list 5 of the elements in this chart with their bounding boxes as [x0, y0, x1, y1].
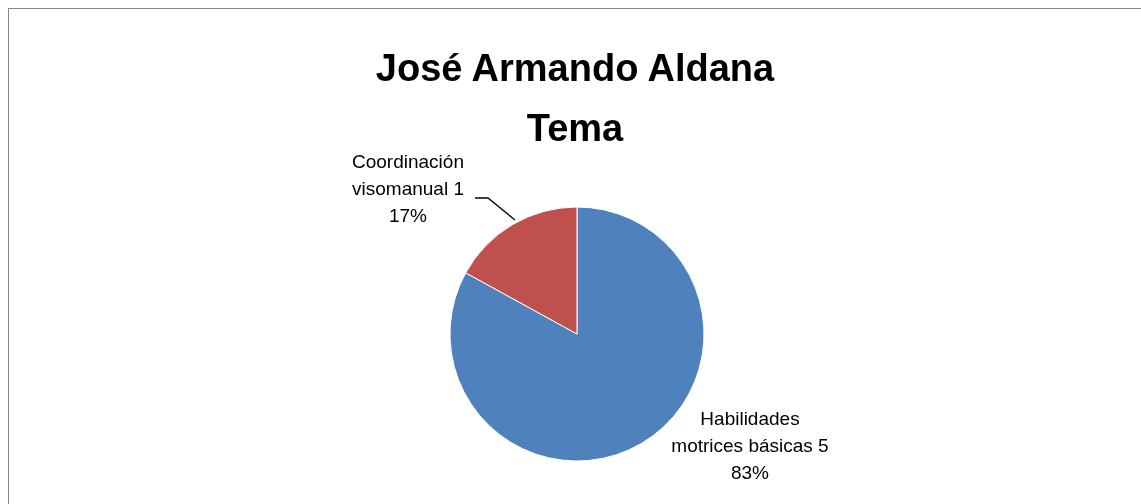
chart-title: José Armando Aldana Tema: [375, 47, 776, 149]
slice-label: Coordinación visomanual 1: [352, 151, 464, 199]
data-label: 17%: [388, 205, 428, 226]
slice-label: Habilidades motrices básicas 5: [671, 408, 829, 456]
data-label: 83%: [730, 462, 770, 483]
